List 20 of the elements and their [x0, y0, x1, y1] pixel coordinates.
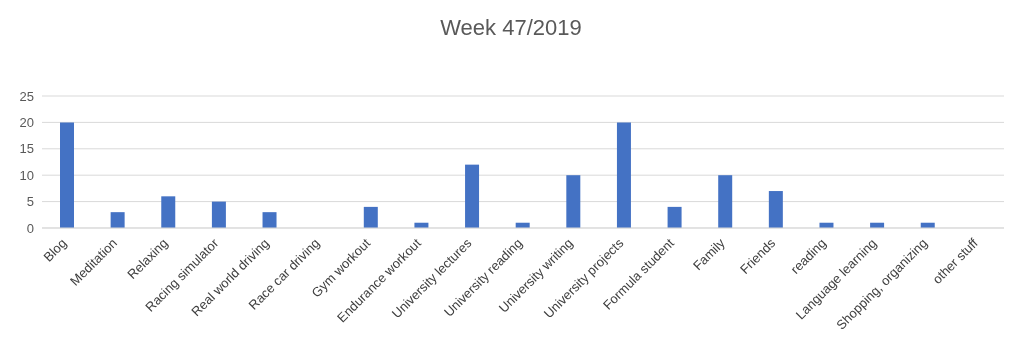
y-tick-label: 10 — [19, 167, 34, 183]
bar — [768, 191, 783, 228]
bar — [110, 212, 125, 228]
chart-title: Week 47/2019 — [439, 14, 583, 42]
bar — [718, 175, 733, 228]
bar — [211, 201, 226, 228]
y-tick-label: 25 — [19, 88, 34, 104]
bar — [161, 196, 176, 228]
bar — [60, 122, 74, 228]
bar — [566, 175, 581, 228]
y-tick-label: 0 — [26, 220, 34, 236]
y-tick-label: 15 — [19, 141, 34, 157]
bar — [262, 212, 277, 228]
bar — [363, 206, 378, 228]
bar — [465, 164, 480, 228]
bar — [667, 206, 682, 228]
y-tick-label: 20 — [19, 115, 34, 131]
x-tick-label: Blog — [40, 235, 70, 265]
y-tick-label: 5 — [26, 194, 34, 210]
bar — [616, 122, 631, 228]
